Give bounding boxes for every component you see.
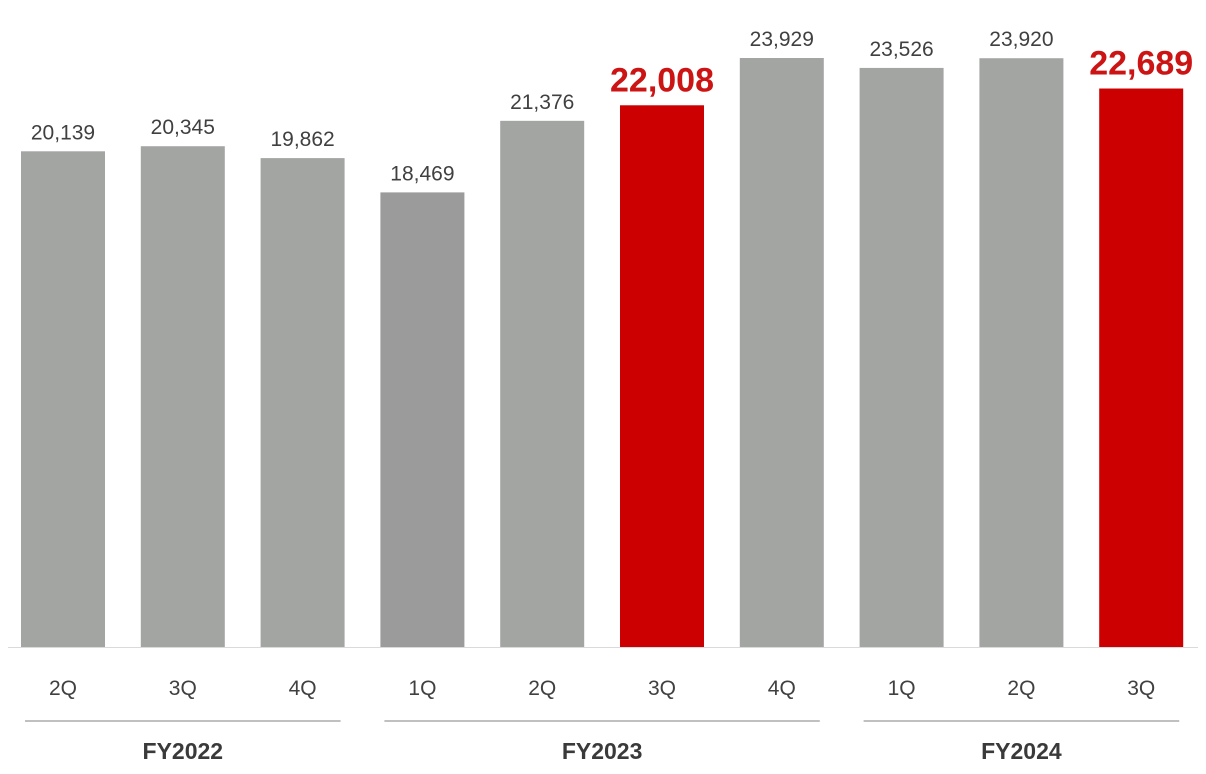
data-label: 23,929 xyxy=(750,28,814,51)
x-tick-label: 3Q xyxy=(648,677,676,700)
data-label: 19,862 xyxy=(270,128,334,151)
data-label: 23,526 xyxy=(869,38,933,61)
bar xyxy=(979,58,1064,647)
bar xyxy=(380,192,465,647)
x-tick-label: 1Q xyxy=(888,677,916,700)
group-label: FY2023 xyxy=(562,738,643,764)
data-label: 20,139 xyxy=(31,121,95,144)
bar xyxy=(260,158,345,647)
x-tick-label: 4Q xyxy=(289,677,317,700)
bar xyxy=(739,58,824,647)
group-label: FY2022 xyxy=(143,738,224,764)
x-tick-label: 2Q xyxy=(49,677,77,700)
bar xyxy=(620,105,704,647)
bar xyxy=(859,67,944,648)
bar xyxy=(1099,88,1184,647)
group-label: FY2024 xyxy=(981,738,1062,764)
bar xyxy=(21,151,105,648)
x-tick-label: 3Q xyxy=(1127,677,1155,700)
data-label: 22,689 xyxy=(1089,45,1193,83)
data-label: 20,345 xyxy=(151,116,215,139)
x-tick-label: 3Q xyxy=(169,677,197,700)
x-tick-label: 1Q xyxy=(408,677,436,700)
data-label: 18,469 xyxy=(390,162,454,185)
data-label: 23,920 xyxy=(989,28,1053,51)
bar xyxy=(500,120,585,648)
data-label: 22,008 xyxy=(610,61,714,99)
x-tick-label: 2Q xyxy=(528,677,556,700)
data-label: 21,376 xyxy=(510,91,574,114)
x-tick-label: 2Q xyxy=(1007,677,1035,700)
x-tick-label: 4Q xyxy=(768,677,796,700)
bar xyxy=(140,146,225,647)
